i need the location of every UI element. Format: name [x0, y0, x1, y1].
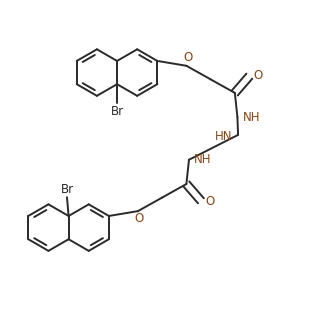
- Text: O: O: [205, 195, 214, 208]
- Text: O: O: [254, 69, 263, 82]
- Text: Br: Br: [60, 183, 74, 196]
- Text: O: O: [135, 213, 144, 225]
- Text: O: O: [183, 52, 192, 65]
- Text: NH: NH: [194, 153, 212, 166]
- Text: NH: NH: [243, 111, 260, 124]
- Text: HN: HN: [215, 130, 232, 143]
- Text: Br: Br: [110, 105, 124, 118]
